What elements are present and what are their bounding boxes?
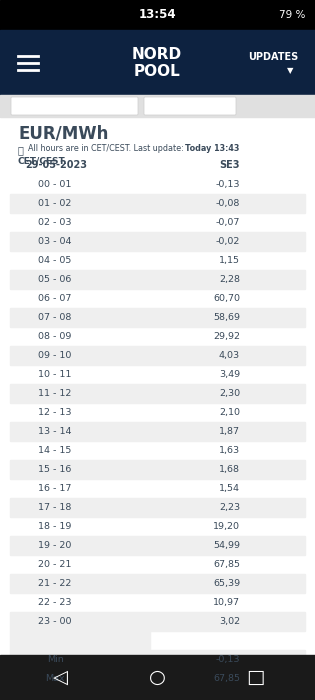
Bar bbox=[10, 631, 150, 650]
Text: 13:54: 13:54 bbox=[138, 8, 176, 22]
Text: 13 - 14: 13 - 14 bbox=[38, 427, 72, 436]
Bar bbox=[10, 574, 305, 593]
Text: Min: Min bbox=[47, 655, 63, 664]
Bar bbox=[10, 194, 305, 213]
Text: SE3: SE3 bbox=[220, 160, 240, 171]
Text: 19,20: 19,20 bbox=[213, 522, 240, 531]
Text: CET/CEST.: CET/CEST. bbox=[18, 157, 68, 166]
Text: 2,23: 2,23 bbox=[219, 503, 240, 512]
Text: 16 - 17: 16 - 17 bbox=[38, 484, 72, 493]
Text: 07 - 08: 07 - 08 bbox=[38, 313, 72, 322]
Bar bbox=[10, 422, 305, 441]
Text: 1,15: 1,15 bbox=[219, 256, 240, 265]
Text: ▼: ▼ bbox=[287, 66, 293, 75]
Text: 29,92: 29,92 bbox=[213, 332, 240, 341]
Text: 12 - 13: 12 - 13 bbox=[38, 408, 72, 417]
Text: 02 - 03: 02 - 03 bbox=[38, 218, 72, 227]
FancyBboxPatch shape bbox=[144, 97, 236, 115]
Text: 20 - 21: 20 - 21 bbox=[38, 560, 72, 569]
Text: 15 - 16: 15 - 16 bbox=[38, 465, 72, 474]
Text: ◁: ◁ bbox=[53, 668, 67, 687]
Bar bbox=[0, 655, 315, 700]
Text: 2,28: 2,28 bbox=[219, 275, 240, 284]
Bar bbox=[0, 30, 315, 95]
Text: 06 - 07: 06 - 07 bbox=[38, 294, 72, 303]
Text: 2,30: 2,30 bbox=[219, 389, 240, 398]
Text: 29-05-2023: 29-05-2023 bbox=[25, 160, 87, 171]
Text: ○: ○ bbox=[148, 668, 165, 687]
Text: 2,10: 2,10 bbox=[219, 408, 240, 417]
Bar bbox=[10, 270, 305, 289]
Text: Max: Max bbox=[45, 674, 65, 683]
Text: 54,99: 54,99 bbox=[213, 541, 240, 550]
Text: ⧖: ⧖ bbox=[18, 145, 24, 155]
Text: □: □ bbox=[246, 668, 264, 687]
Text: 18 - 19: 18 - 19 bbox=[38, 522, 72, 531]
Text: 3,49: 3,49 bbox=[219, 370, 240, 379]
Text: 00 - 01: 00 - 01 bbox=[38, 180, 72, 189]
Bar bbox=[0, 0, 315, 30]
Bar bbox=[10, 346, 305, 365]
Text: 10 - 11: 10 - 11 bbox=[38, 370, 72, 379]
Text: Today 13:43: Today 13:43 bbox=[185, 144, 239, 153]
Text: 11 - 12: 11 - 12 bbox=[38, 389, 72, 398]
Text: EUR/MWh: EUR/MWh bbox=[18, 125, 108, 143]
Text: 67,85: 67,85 bbox=[213, 674, 240, 683]
Text: 04 - 05: 04 - 05 bbox=[38, 256, 72, 265]
Text: 08 - 09: 08 - 09 bbox=[38, 332, 72, 341]
Text: 22 - 23: 22 - 23 bbox=[38, 598, 72, 607]
Bar bbox=[10, 232, 305, 251]
Text: 3,02: 3,02 bbox=[219, 617, 240, 626]
Bar bbox=[10, 384, 305, 403]
Text: 23 - 00: 23 - 00 bbox=[38, 617, 72, 626]
Text: 14 - 15: 14 - 15 bbox=[38, 446, 72, 455]
Text: 4,03: 4,03 bbox=[219, 351, 240, 360]
Text: -0,13: -0,13 bbox=[215, 655, 240, 664]
Text: POOL: POOL bbox=[134, 64, 180, 79]
Text: 09 - 10: 09 - 10 bbox=[38, 351, 72, 360]
Text: NORD: NORD bbox=[132, 47, 182, 62]
Text: 05 - 06: 05 - 06 bbox=[38, 275, 72, 284]
Text: 1,54: 1,54 bbox=[219, 484, 240, 493]
Text: 21 - 22: 21 - 22 bbox=[38, 579, 72, 588]
Text: 03 - 04: 03 - 04 bbox=[38, 237, 72, 246]
Text: -0,02: -0,02 bbox=[216, 237, 240, 246]
Bar bbox=[10, 308, 305, 327]
Text: 19 - 20: 19 - 20 bbox=[38, 541, 72, 550]
Text: All hours are in CET/CEST. Last update:: All hours are in CET/CEST. Last update: bbox=[28, 144, 186, 153]
Text: 67,85: 67,85 bbox=[213, 560, 240, 569]
Text: 58,69: 58,69 bbox=[213, 313, 240, 322]
Text: 1,63: 1,63 bbox=[219, 446, 240, 455]
Bar bbox=[10, 650, 305, 669]
Bar bbox=[0, 95, 315, 117]
Text: -0,07: -0,07 bbox=[216, 218, 240, 227]
Text: 10,97: 10,97 bbox=[213, 598, 240, 607]
Text: -0,13: -0,13 bbox=[215, 180, 240, 189]
Text: 01 - 02: 01 - 02 bbox=[38, 199, 72, 208]
Text: 17 - 18: 17 - 18 bbox=[38, 503, 72, 512]
Bar bbox=[10, 498, 305, 517]
Text: UPDATES: UPDATES bbox=[248, 52, 298, 62]
Bar bbox=[10, 460, 305, 479]
Text: 65,39: 65,39 bbox=[213, 579, 240, 588]
Bar bbox=[10, 536, 305, 555]
Text: 1,87: 1,87 bbox=[219, 427, 240, 436]
Text: -0,08: -0,08 bbox=[216, 199, 240, 208]
Bar bbox=[10, 612, 305, 631]
Text: 79 %: 79 % bbox=[279, 10, 305, 20]
Text: 1,68: 1,68 bbox=[219, 465, 240, 474]
FancyBboxPatch shape bbox=[11, 97, 138, 115]
Text: 60,70: 60,70 bbox=[213, 294, 240, 303]
